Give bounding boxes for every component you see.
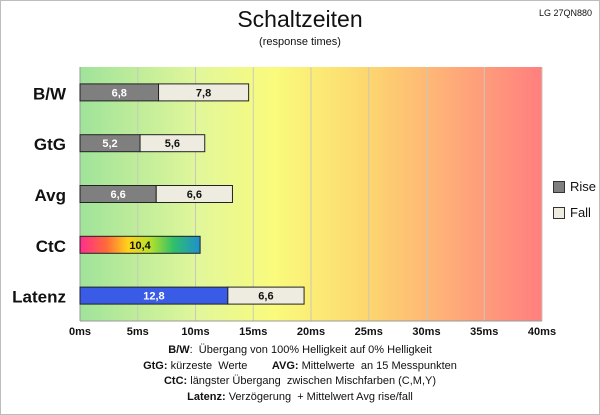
x-tick-label: 30ms	[412, 326, 440, 338]
note-line: GtG: kürzeste Werte AVG: Mittelwerte an …	[143, 359, 457, 372]
bar-fall	[158, 83, 250, 102]
legend-rise: Rise	[553, 179, 596, 194]
data-label-fall: 6,6	[258, 291, 273, 303]
bar-rise	[79, 235, 201, 254]
x-tick-label: 40ms	[528, 326, 556, 338]
data-label-rise: 6,6	[110, 189, 125, 201]
legend-rise-label: Rise	[570, 179, 597, 194]
category-label: Avg	[35, 186, 67, 205]
data-label-rise: 10,4	[129, 240, 151, 252]
grid-lines	[79, 67, 543, 322]
category-label: B/W	[33, 84, 67, 103]
x-tick-labels: 0ms 5ms 10ms 15ms 20ms 25ms 30ms 35ms 40ms	[69, 326, 556, 338]
data-label-fall: 7,8	[196, 87, 211, 99]
legend-fall: Fall	[553, 205, 591, 220]
chart-notes: B/W: Übergang von 100% Helligkeit auf 0%…	[0, 343, 600, 405]
bar-fall	[155, 185, 233, 203]
bar-fall	[227, 286, 305, 305]
chart-title: Schaltzeiten	[237, 6, 363, 32]
data-label-fall: 5,6	[165, 138, 180, 150]
legend-fall-swatch	[553, 206, 565, 219]
note-line: CtC: längster Übergang zwischen Mischfar…	[163, 375, 437, 387]
x-tick-label: 5ms	[127, 326, 149, 338]
chart-subtitle: (response times)	[259, 36, 341, 48]
legend-fall-label: Fall	[570, 205, 591, 220]
data-label-fall: 6,6	[187, 189, 202, 201]
legend-rise-swatch	[553, 180, 565, 193]
x-tick-label: 0ms	[69, 326, 91, 338]
note-line: B/W: Übergang von 100% Helligkeit auf 0%…	[168, 344, 432, 356]
x-tick-label: 20ms	[297, 326, 325, 338]
bars: 6,8 7,8 5,2 5,6 6,6 6,6 10,4 12,8 6,6	[79, 83, 305, 305]
category-label: CtC	[36, 237, 66, 256]
category-label: Latenz	[12, 288, 66, 307]
note-line: Latenz: Verzögerung + Mittelwert Avg ris…	[187, 390, 413, 403]
monitor-model: LG 27QN880	[538, 8, 592, 18]
bar-fall	[139, 134, 206, 153]
category-labels: B/W GtG Avg CtC Latenz	[12, 84, 67, 306]
x-tick-label: 10ms	[181, 326, 209, 338]
x-tick-label: 35ms	[470, 326, 498, 338]
data-label-rise: 12,8	[143, 291, 164, 303]
x-tick-label: 25ms	[355, 326, 383, 338]
category-label: GtG	[34, 135, 66, 154]
x-tick-label: 15ms	[239, 326, 267, 338]
data-label-rise: 5,2	[102, 138, 117, 150]
data-label-rise: 6,8	[112, 87, 127, 99]
